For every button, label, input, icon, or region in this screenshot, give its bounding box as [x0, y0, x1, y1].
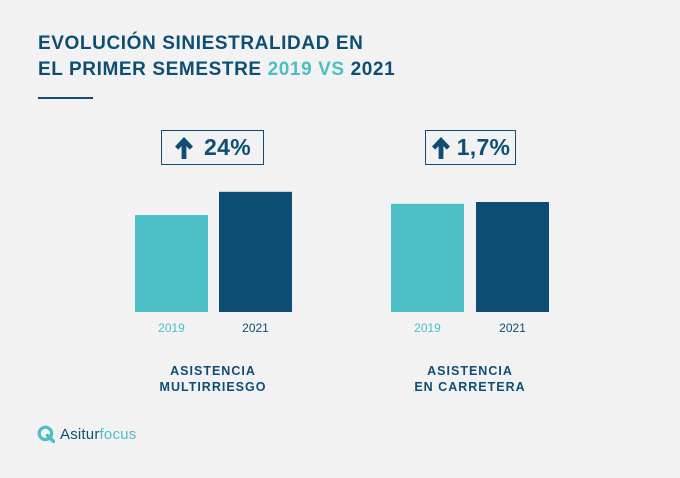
- q-logo-icon: [37, 425, 55, 443]
- change-value-carretera: 1,7%: [456, 134, 511, 160]
- asiturfocus-logo: Asiturfocus: [37, 425, 136, 443]
- bar-multirriesgo-2021: [219, 191, 292, 312]
- group-label-multirriesgo: ASISTENCIA MULTIRRIESGO: [159, 364, 267, 394]
- change-value-multirriesgo: 24%: [204, 134, 251, 160]
- chart-title: EVOLUCIÓN SINIESTRALIDAD EN EL PRIMER SE…: [38, 31, 395, 83]
- bar-carretera-2021: [476, 202, 549, 312]
- title-line-2-prefix: EL PRIMER SEMESTRE: [38, 59, 268, 80]
- group-label-carretera: ASISTENCIA EN CARRETERA: [414, 364, 526, 394]
- title-year-2021: 2021: [350, 59, 396, 80]
- bar-carretera-2019: [391, 203, 464, 312]
- title-vs: VS: [312, 59, 351, 80]
- title-year-2019: 2019: [267, 59, 313, 80]
- title-line-1: EVOLUCIÓN SINIESTRALIDAD EN: [38, 33, 364, 54]
- arrow-up-icon: [431, 136, 450, 159]
- x-tick-label-multirriesgo-2019: 2019: [158, 321, 185, 335]
- arrow-up-icon: [175, 136, 194, 159]
- title-underline: [38, 97, 93, 99]
- brand-name-light: focus: [99, 425, 137, 443]
- change-badge-carretera: 1,7%: [425, 130, 516, 165]
- brand-name: Asiturfocus: [60, 426, 136, 443]
- x-tick-label-multirriesgo-2021: 2021: [242, 321, 269, 335]
- x-tick-label-carretera-2019: 2019: [414, 321, 441, 335]
- change-badge-multirriesgo: 24%: [161, 130, 264, 165]
- brand-name-main: Asitur: [60, 425, 100, 443]
- bar-multirriesgo-2019: [135, 215, 208, 312]
- x-tick-label-carretera-2021: 2021: [499, 321, 526, 335]
